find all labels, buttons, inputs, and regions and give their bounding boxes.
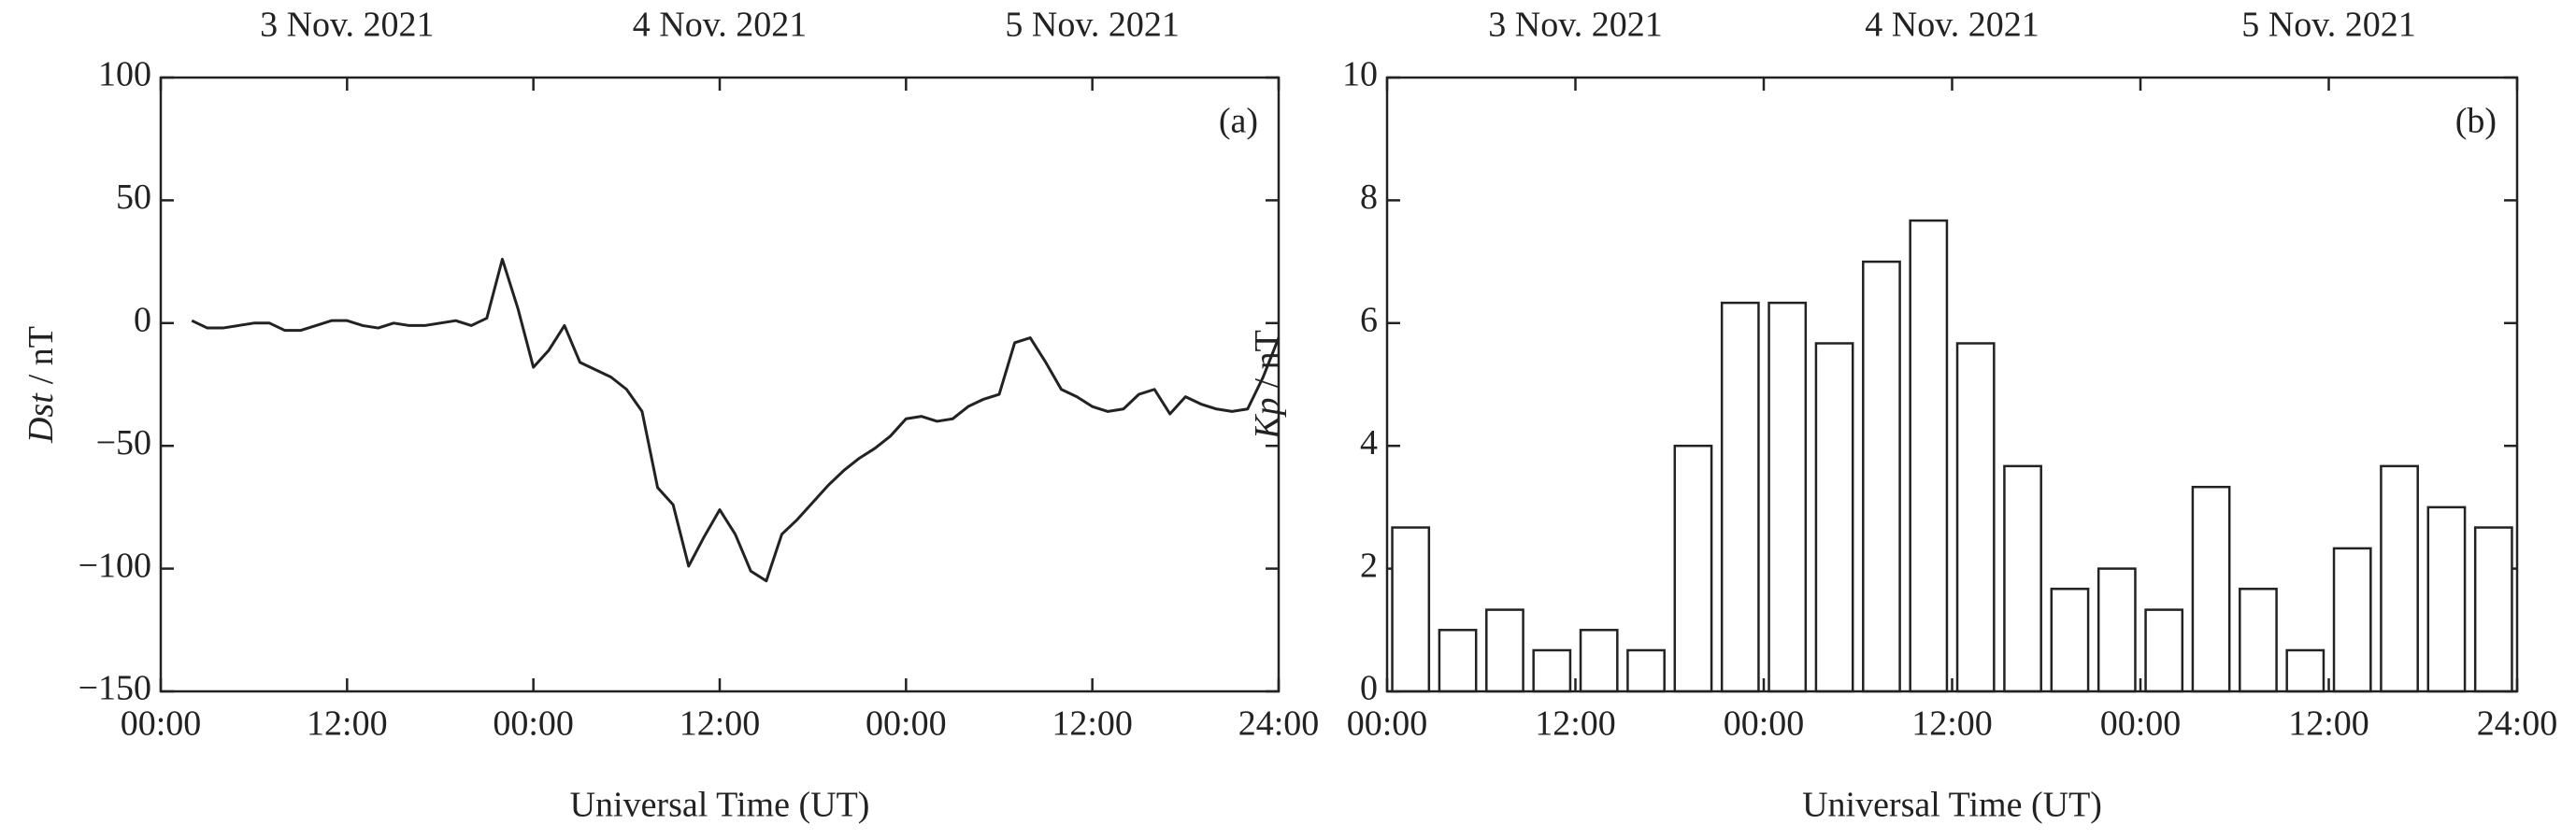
y-tick-label: 50 <box>116 178 151 217</box>
bar <box>2239 588 2278 693</box>
bar <box>1909 219 1949 693</box>
x-axis-label: Universal Time (UT) <box>1802 786 2102 825</box>
y-axis-label: Dst / nT <box>21 326 61 444</box>
bar <box>2332 547 2372 693</box>
y-tick-label: 4 <box>1360 423 1378 462</box>
x-tick-label: 00:00 <box>121 704 202 744</box>
y-axis-label: Kp / nT <box>1248 330 1287 440</box>
bar <box>2426 505 2467 693</box>
y-tick-label: 0 <box>134 301 151 340</box>
bar <box>2191 485 2231 693</box>
dst-line <box>191 257 1281 583</box>
y-tick-label: 6 <box>1360 301 1378 340</box>
x-tick-label: 12:00 <box>680 704 761 744</box>
bar <box>2380 464 2419 693</box>
y-axis-unit: / nT <box>1248 330 1287 388</box>
x-tick-label: 24:00 <box>1238 704 1320 744</box>
date-label: 3 Nov. 2021 <box>260 6 434 45</box>
x-tick-label: 00:00 <box>2100 704 2182 744</box>
plot-frame <box>159 76 1281 693</box>
date-label: 5 Nov. 2021 <box>1005 6 1179 45</box>
y-tick-label: −50 <box>96 423 151 462</box>
y-tick-label: 2 <box>1360 546 1378 585</box>
bar <box>1814 342 1854 693</box>
y-tick-label: −150 <box>79 669 151 708</box>
bar <box>1862 260 1901 693</box>
x-tick-label: 00:00 <box>1724 704 1805 744</box>
bar <box>1391 526 1431 693</box>
date-label: 3 Nov. 2021 <box>1488 6 1662 45</box>
plot-frame <box>1385 76 2519 693</box>
x-tick-label: 12:00 <box>2288 704 2369 744</box>
x-tick-label: 00:00 <box>1347 704 1428 744</box>
bar <box>2050 588 2090 693</box>
y-axis-variable: Kp <box>1248 397 1287 439</box>
x-tick-label: 12:00 <box>1911 704 1993 744</box>
bar <box>1767 301 1808 693</box>
bar <box>1438 629 1478 693</box>
date-label: 4 Nov. 2021 <box>1865 6 2039 45</box>
bar <box>1532 648 1572 693</box>
x-tick-label: 12:00 <box>1052 704 1133 744</box>
bar <box>2285 648 2326 693</box>
x-tick-label: 12:00 <box>307 704 388 744</box>
bar <box>1673 444 1713 693</box>
x-tick-label: 24:00 <box>2477 704 2558 744</box>
y-axis-variable: Dst <box>21 392 61 444</box>
y-tick-label: 100 <box>98 55 151 94</box>
x-axis-label: Universal Time (UT) <box>570 786 870 825</box>
bar <box>2144 608 2184 693</box>
bar <box>2473 526 2513 693</box>
bar <box>1626 648 1666 693</box>
bar <box>1579 629 1619 693</box>
y-axis-unit: / nT <box>21 326 61 384</box>
date-label: 5 Nov. 2021 <box>2241 6 2415 45</box>
y-tick-label: 0 <box>1360 669 1378 708</box>
x-tick-label: 00:00 <box>493 704 574 744</box>
date-label: 4 Nov. 2021 <box>633 6 807 45</box>
panel-label: (a) <box>1219 102 1258 141</box>
bar <box>1720 301 1760 693</box>
x-tick-label: 12:00 <box>1535 704 1616 744</box>
bar <box>2003 464 2042 693</box>
y-tick-label: −100 <box>79 546 151 585</box>
x-tick-label: 00:00 <box>866 704 947 744</box>
panel-label: (b) <box>2455 102 2497 141</box>
y-tick-label: 8 <box>1360 178 1378 217</box>
bar <box>1485 608 1524 693</box>
bar <box>2097 567 2137 693</box>
y-tick-label: 10 <box>1342 55 1378 94</box>
bar <box>1955 342 1996 693</box>
